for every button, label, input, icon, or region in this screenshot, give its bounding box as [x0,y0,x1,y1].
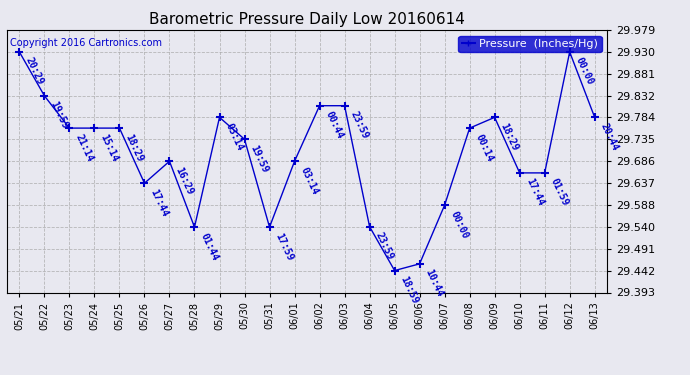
Text: 03:14: 03:14 [299,165,320,196]
Text: 20:44: 20:44 [599,122,620,152]
Text: 21:14: 21:14 [74,132,95,163]
Legend: Pressure  (Inches/Hg): Pressure (Inches/Hg) [458,36,602,52]
Text: 10:44: 10:44 [424,268,445,299]
Text: 19:59: 19:59 [48,100,70,131]
Text: Copyright 2016 Cartronics.com: Copyright 2016 Cartronics.com [10,38,162,48]
Text: 00:44: 00:44 [324,110,345,141]
Text: 16:29: 16:29 [174,165,195,196]
Text: 18:29: 18:29 [499,122,520,152]
Text: 20:29: 20:29 [23,56,45,87]
Text: 00:00: 00:00 [574,56,595,87]
Text: 01:59: 01:59 [549,177,571,208]
Text: 17:44: 17:44 [148,188,170,218]
Text: 17:59: 17:59 [274,231,295,262]
Title: Barometric Pressure Daily Low 20160614: Barometric Pressure Daily Low 20160614 [149,12,465,27]
Text: 23:59: 23:59 [374,231,395,262]
Text: 18:59: 18:59 [399,275,420,306]
Text: 19:59: 19:59 [248,144,270,174]
Text: 00:14: 00:14 [474,132,495,163]
Text: 00:00: 00:00 [448,209,471,240]
Text: 18:29: 18:29 [124,132,145,163]
Text: 23:59: 23:59 [348,110,371,141]
Text: 15:14: 15:14 [99,132,120,163]
Text: 03:14: 03:14 [224,122,245,152]
Text: 01:44: 01:44 [199,231,220,262]
Text: 17:44: 17:44 [524,177,545,208]
